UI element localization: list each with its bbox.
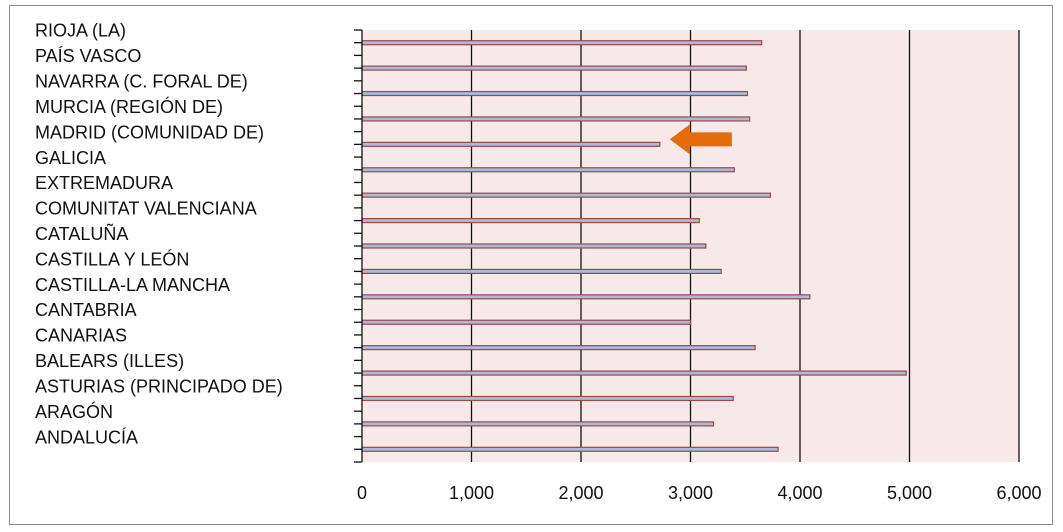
category-label: CANTABRIA xyxy=(35,300,137,320)
x-tick-label: 4,000 xyxy=(777,483,822,503)
highlight-arrow-icon xyxy=(669,124,732,155)
bar-asturias-principado-de xyxy=(361,395,734,402)
bar-extremadura xyxy=(361,192,772,198)
category-label: GALICIA xyxy=(35,148,106,168)
category-label: ASTURIAS (PRINCIPADO DE) xyxy=(35,376,283,396)
bar-catalu-a xyxy=(361,243,707,249)
x-tick-label: 1,000 xyxy=(449,483,494,503)
x-tick-label: 3,000 xyxy=(668,483,713,503)
category-label: ARAGÓN xyxy=(35,401,113,422)
category-label: CATALUÑA xyxy=(35,223,128,244)
category-label: CANARIAS xyxy=(35,326,127,346)
x-tick-label: 6,000 xyxy=(996,483,1041,503)
category-label: MADRID (COMUNIDAD DE) xyxy=(35,122,264,142)
bar-murcia-regi-n-de xyxy=(361,116,751,122)
category-label: MURCIA (REGIÓN DE) xyxy=(35,96,223,117)
category-labels: RIOJA (LA) PAÍS VASCO NAVARRA (C. FORAL DE… xyxy=(35,21,283,448)
category-label: NAVARRA (C. FORAL DE) xyxy=(35,72,248,92)
category-label: CASTILLA Y LEÓN xyxy=(35,248,189,269)
category-label: CASTILLA-LA MANCHA xyxy=(35,275,230,295)
category-label: BALEARS (ILLES) xyxy=(35,351,184,371)
category-label: RIOJA (LA) xyxy=(35,21,126,41)
bar-rioja-la xyxy=(361,40,763,46)
bar-castilla-y-le-n xyxy=(361,268,722,275)
bar-pa-s-vasco xyxy=(361,65,747,71)
category-label: EXTREMADURA xyxy=(35,173,173,193)
bar-cantabria xyxy=(361,319,692,325)
x-tick-label: 2,000 xyxy=(558,483,603,503)
bar-andaluc-a xyxy=(361,446,779,452)
bar-navarra-c-foral-de xyxy=(361,90,749,97)
bar-canarias xyxy=(361,345,756,351)
category-label: PAÍS VASCO xyxy=(35,46,141,66)
bar-arag-n xyxy=(361,421,715,427)
bar-castilla-la-mancha xyxy=(361,294,811,300)
y-axis-ticks xyxy=(354,29,362,463)
category-label: COMUNITAT VALENCIANA xyxy=(35,199,257,219)
x-tick-label: 5,000 xyxy=(887,483,932,503)
bar-madrid-comunidad-de xyxy=(361,141,661,147)
bar-comunitat-valenciana xyxy=(361,217,700,224)
x-tick-labels: 0 1,000 2,000 3,000 4,000 5,000 6,000 xyxy=(357,483,1042,503)
category-label: ANDALUCÍA xyxy=(35,427,138,447)
x-tick-label: 0 xyxy=(357,483,367,503)
bar-galicia xyxy=(361,167,735,173)
bar-balears-illes xyxy=(361,370,907,376)
